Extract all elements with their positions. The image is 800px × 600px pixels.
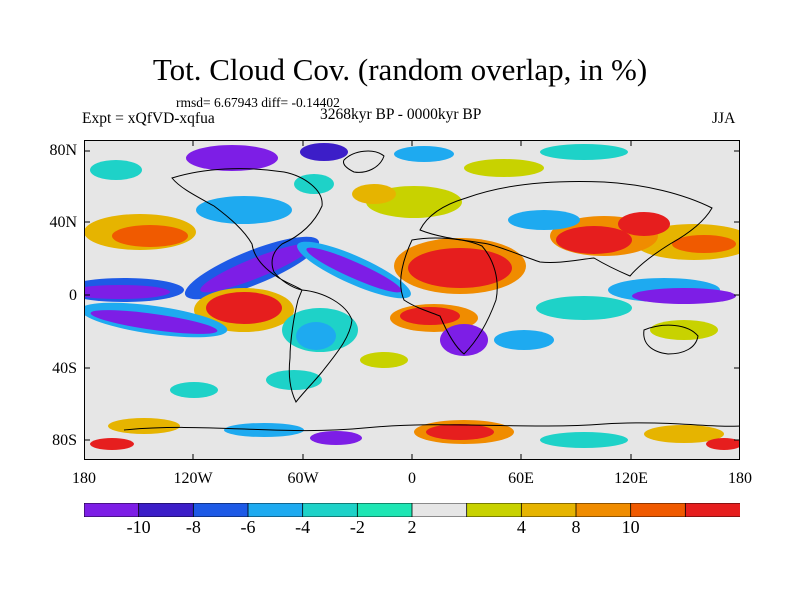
colorbar-label: -2 [349, 517, 365, 537]
lon-tick-label: 0 [408, 470, 416, 487]
colorbar-swatch [138, 503, 195, 517]
colorbar-label: -6 [240, 517, 256, 537]
colorbar-swatch [247, 503, 304, 517]
colorbar-swatch [192, 503, 249, 517]
colorbar-swatch [84, 503, 140, 517]
colorbar-label: 10 [621, 517, 640, 537]
colorbar-swatch [520, 503, 577, 517]
colorbar-label: -10 [126, 517, 151, 537]
coastlines [123, 150, 740, 432]
lat-tick-label: 40S [52, 360, 77, 377]
colorbar-label: 8 [571, 517, 581, 537]
lat-tick-label: 80N [49, 142, 77, 159]
experiment-label: Expt = xQfVD-xqfua [82, 110, 215, 127]
axis-ticks [84, 140, 740, 460]
lat-tick-label: 80S [52, 432, 77, 449]
lon-tick-label: 60W [287, 470, 319, 487]
plot-title: Tot. Cloud Cov. (random overlap, in %) [152, 52, 648, 87]
colorbar-swatch [302, 503, 359, 517]
lon-tick-label: 120E [614, 470, 648, 487]
colorbar-swatch [356, 503, 413, 517]
lon-tick-label: 120W [173, 470, 213, 487]
lon-tick-label: 180 [72, 470, 96, 487]
colorbar-label: 4 [516, 517, 526, 537]
colorbar-swatch [630, 503, 687, 517]
colorbar-swatch [466, 503, 523, 517]
colorbar-swatch [575, 503, 632, 517]
period-label: 3268kyr BP - 0000kyr BP [320, 106, 482, 123]
cloud-cover-map [84, 140, 740, 460]
colorbar-label: -4 [295, 517, 311, 537]
colorbar-swatch [411, 503, 468, 517]
colorbar-label: 2 [407, 517, 417, 537]
lon-tick-label: 180 [728, 470, 752, 487]
colorbar-swatch [684, 503, 740, 517]
lon-tick-label: 60E [508, 470, 534, 487]
colorbar-label: -8 [185, 517, 201, 537]
lat-tick-label: 40N [49, 214, 77, 231]
rmsd-diff-text: rmsd= 6.67943 diff= -0.14402 [176, 95, 340, 110]
anomaly-field [84, 143, 740, 450]
colorbar [84, 503, 740, 517]
lat-tick-label: 0 [69, 287, 77, 304]
season-label: JJA [712, 110, 736, 127]
